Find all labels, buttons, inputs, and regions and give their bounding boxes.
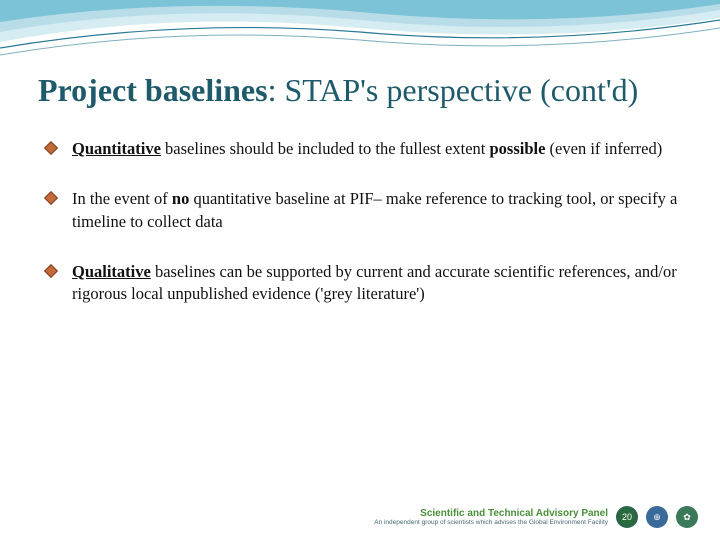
bullet-text: Quantitative baselines should be include…	[72, 139, 662, 158]
bullet-item: In the event of no quantitative baseline…	[44, 188, 682, 233]
logo-gef-icon: 20	[616, 506, 638, 528]
bullet-item: Quantitative baselines should be include…	[44, 138, 682, 160]
bullet-text: In the event of no quantitative baseline…	[72, 189, 677, 230]
bullet-item: Qualitative baselines can be supported b…	[44, 261, 682, 306]
text-run: In the event of	[72, 189, 172, 208]
logo-unep-icon: ✿	[676, 506, 698, 528]
diamond-bullet-icon	[44, 141, 58, 155]
title-bold: Project baselines	[38, 72, 268, 108]
text-run: Quantitative	[72, 139, 161, 158]
footer-text: Scientific and Technical Advisory Panel …	[374, 508, 608, 527]
diamond-bullet-icon	[44, 264, 58, 278]
text-run: baselines should be included to the full…	[161, 139, 490, 158]
text-run: possible	[489, 139, 545, 158]
text-run: baselines can be supported by current an…	[72, 262, 677, 303]
footer-subtitle: An independent group of scientists which…	[374, 519, 608, 526]
slide-content: Project baselines: STAP's perspective (c…	[0, 0, 720, 305]
text-run: (even if inferred)	[545, 139, 662, 158]
diamond-bullet-icon	[44, 191, 58, 205]
footer: Scientific and Technical Advisory Panel …	[374, 506, 698, 528]
text-run: no	[172, 189, 189, 208]
title-rest: : STAP's perspective (cont'd)	[268, 72, 639, 108]
bullet-list: Quantitative baselines should be include…	[38, 138, 682, 305]
footer-title: Scientific and Technical Advisory Panel	[374, 508, 608, 520]
text-run: Qualitative	[72, 262, 151, 281]
bullet-text: Qualitative baselines can be supported b…	[72, 262, 677, 303]
logo-un-icon: ⊕	[646, 506, 668, 528]
slide-title: Project baselines: STAP's perspective (c…	[38, 70, 682, 110]
